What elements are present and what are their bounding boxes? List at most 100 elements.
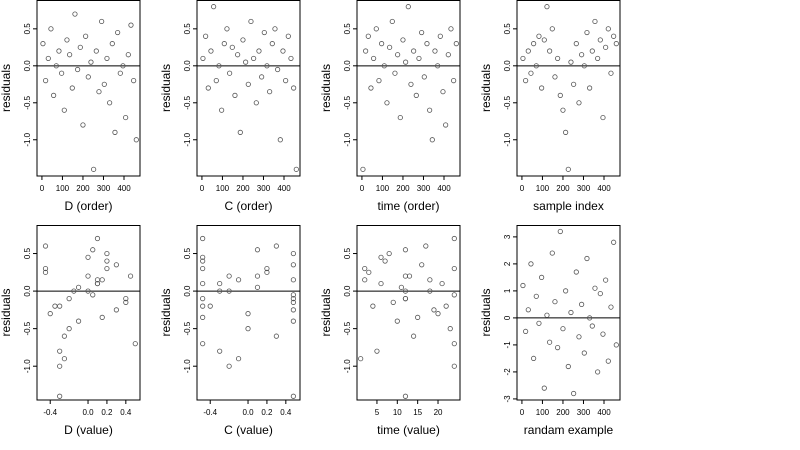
point <box>85 74 91 80</box>
point <box>232 92 238 98</box>
point <box>611 239 617 245</box>
point <box>447 326 453 332</box>
point <box>379 41 385 47</box>
point <box>94 235 101 242</box>
point <box>109 41 115 47</box>
point <box>451 235 457 242</box>
x-tick-label: 400 <box>277 184 291 193</box>
point <box>547 339 553 345</box>
point <box>402 247 409 253</box>
point <box>254 284 261 290</box>
point <box>80 122 86 128</box>
y-tick-label: -1.0 <box>343 132 352 146</box>
point <box>552 299 558 305</box>
point <box>64 37 70 43</box>
point <box>42 265 49 272</box>
point <box>217 288 223 294</box>
point <box>104 258 110 264</box>
point <box>254 273 261 279</box>
point <box>423 243 429 249</box>
point <box>571 390 577 397</box>
point <box>224 26 230 32</box>
y-axis-label: residuals <box>319 64 333 112</box>
point <box>544 312 550 318</box>
point <box>128 22 134 28</box>
point <box>431 307 437 313</box>
x-tick-label: 0 <box>520 408 525 417</box>
point <box>402 296 409 302</box>
point <box>200 314 206 320</box>
point <box>611 33 617 39</box>
point <box>291 85 297 91</box>
point <box>75 318 82 324</box>
plot-frame <box>36 0 141 177</box>
y-tick-label: -1 <box>503 341 512 349</box>
point <box>432 48 438 54</box>
point <box>406 273 413 279</box>
point <box>370 303 376 309</box>
x-tick-label: 100 <box>536 408 550 417</box>
point <box>437 33 443 39</box>
y-tick-label: 3 <box>503 234 512 239</box>
x-tick-label: 300 <box>257 184 271 193</box>
point <box>560 326 566 332</box>
x-tick-label: 0.2 <box>261 408 273 417</box>
point <box>451 78 457 84</box>
point <box>451 292 457 298</box>
point <box>90 247 96 253</box>
y-tick-label: 0.0 <box>343 285 352 297</box>
y-axis-label: residuals <box>319 288 333 336</box>
y-tick-label: -3 <box>503 395 512 403</box>
point <box>365 33 371 39</box>
x-tick-label: 400 <box>597 184 611 193</box>
plot-frame <box>196 225 301 401</box>
y-tick-label: -1.0 <box>183 132 192 146</box>
point <box>579 52 585 58</box>
point <box>440 89 446 95</box>
point <box>362 265 368 272</box>
point <box>245 326 251 332</box>
point <box>376 78 382 84</box>
point <box>374 348 380 354</box>
x-axis-label: time (order) <box>377 199 439 213</box>
point <box>200 258 206 264</box>
y-tick-label: 0.0 <box>183 60 192 72</box>
point <box>402 288 409 294</box>
y-tick-label: 0.5 <box>183 23 192 35</box>
y-tick-label: -1.0 <box>183 359 192 373</box>
x-tick-label: 300 <box>97 184 111 193</box>
x-tick-label: 200 <box>396 184 410 193</box>
point <box>402 393 409 399</box>
point <box>539 85 545 91</box>
point <box>539 274 545 280</box>
point <box>443 303 449 309</box>
point <box>264 265 270 272</box>
point <box>216 63 222 69</box>
point <box>565 363 571 370</box>
point <box>523 78 529 84</box>
plot-frame <box>516 225 621 401</box>
point <box>573 41 579 47</box>
x-tick-label: 5 <box>375 408 380 417</box>
point <box>125 52 131 58</box>
y-tick-label: 0.5 <box>23 23 32 35</box>
point <box>451 341 457 347</box>
point <box>360 166 366 172</box>
point <box>99 277 105 283</box>
point <box>94 280 101 287</box>
y-tick-label: -1.0 <box>23 359 32 373</box>
point <box>533 293 539 299</box>
point <box>608 304 614 310</box>
x-tick-label: 0.0 <box>242 408 254 417</box>
y-tick-label: 2 <box>503 261 512 266</box>
x-axis-label: sample index <box>533 199 604 213</box>
x-tick-label: 100 <box>216 184 230 193</box>
point <box>200 235 206 242</box>
point <box>77 44 83 50</box>
y-tick-label: -0.5 <box>343 95 352 109</box>
point <box>75 66 81 73</box>
point <box>531 355 537 362</box>
point <box>597 290 603 297</box>
point <box>85 254 91 260</box>
point <box>549 250 555 256</box>
